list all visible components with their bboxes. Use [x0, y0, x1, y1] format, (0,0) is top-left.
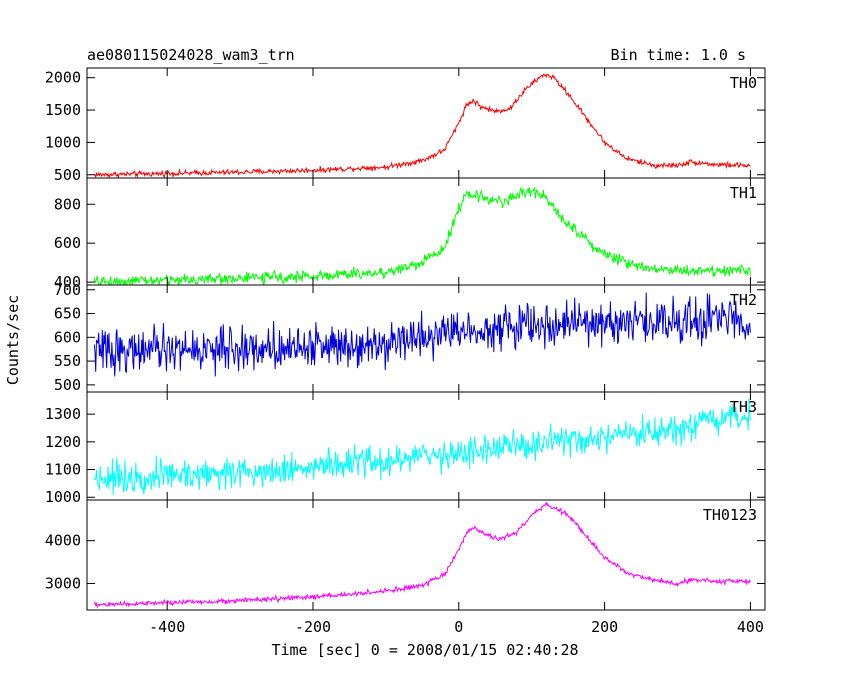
y-tick-label: 1300 [45, 405, 81, 423]
panel-th1: 400 600 800 TH1 [54, 177, 766, 291]
series-th0123-line [93, 501, 751, 609]
chart-title: ae080115024028_wam3_trn [87, 46, 295, 64]
y-tick-label: 700 [54, 281, 81, 299]
panel-th0: 500 1000 1500 2000 TH0 [45, 67, 766, 184]
y-tick-label: 2000 [45, 69, 81, 87]
x-axis-label: Time [sec] 0 = 2008/01/15 02:40:28 [271, 641, 578, 659]
y-tick-label: 1200 [45, 433, 81, 451]
panel-label: TH3 [730, 398, 757, 416]
y-axis-label: Counts/sec [4, 295, 22, 385]
panel-label: TH1 [730, 184, 757, 202]
y-tick-label: 600 [54, 234, 81, 252]
x-tick-label: -400 [149, 618, 185, 636]
panel-frame [86, 391, 766, 501]
y-tick-label: 500 [54, 166, 81, 184]
y-tick-label: 500 [54, 376, 81, 394]
y-tick-label: 400 [54, 273, 81, 291]
y-tick-label: 1000 [45, 488, 81, 506]
y-tick-label: 650 [54, 305, 81, 323]
panel-frame [86, 67, 766, 179]
y-tick-label: 4000 [45, 532, 81, 550]
panel-label: TH0123 [703, 506, 757, 524]
panel-label: TH2 [730, 291, 757, 309]
x-tick-label: 200 [591, 618, 618, 636]
series-th1-line [93, 186, 751, 285]
x-tick-label: 400 [737, 618, 764, 636]
y-tick-label: 1500 [45, 101, 81, 119]
series-th0-line [93, 73, 751, 178]
y-tick-label: 1100 [45, 461, 81, 479]
x-axis: -400 -200 0 200 400 [149, 618, 764, 636]
panel-th0123: 3000 4000 TH0123 [45, 499, 766, 611]
panel-th3: 1000 1100 1200 1300 TH3 [45, 391, 766, 506]
y-tick-label: 3000 [45, 574, 81, 592]
x-tick-label: 0 [454, 618, 463, 636]
panel-th2: 500 550 600 650 700 TH2 [54, 281, 766, 394]
panel-frame [86, 177, 766, 286]
x-tick-label: -200 [295, 618, 331, 636]
y-tick-label: 600 [54, 328, 81, 346]
panel-frame [86, 499, 766, 611]
panel-label: TH0 [730, 74, 757, 92]
series-th3-line [93, 398, 751, 496]
panels-group: 500 1000 1500 2000 TH0 400 600 800 TH1 500 550 600 6… [45, 67, 766, 611]
bin-time-label: Bin time: 1.0 s [611, 46, 746, 64]
y-tick-label: 800 [54, 195, 81, 213]
series-th2-line [93, 292, 751, 377]
y-tick-label: 1000 [45, 133, 81, 151]
y-tick-label: 550 [54, 352, 81, 370]
